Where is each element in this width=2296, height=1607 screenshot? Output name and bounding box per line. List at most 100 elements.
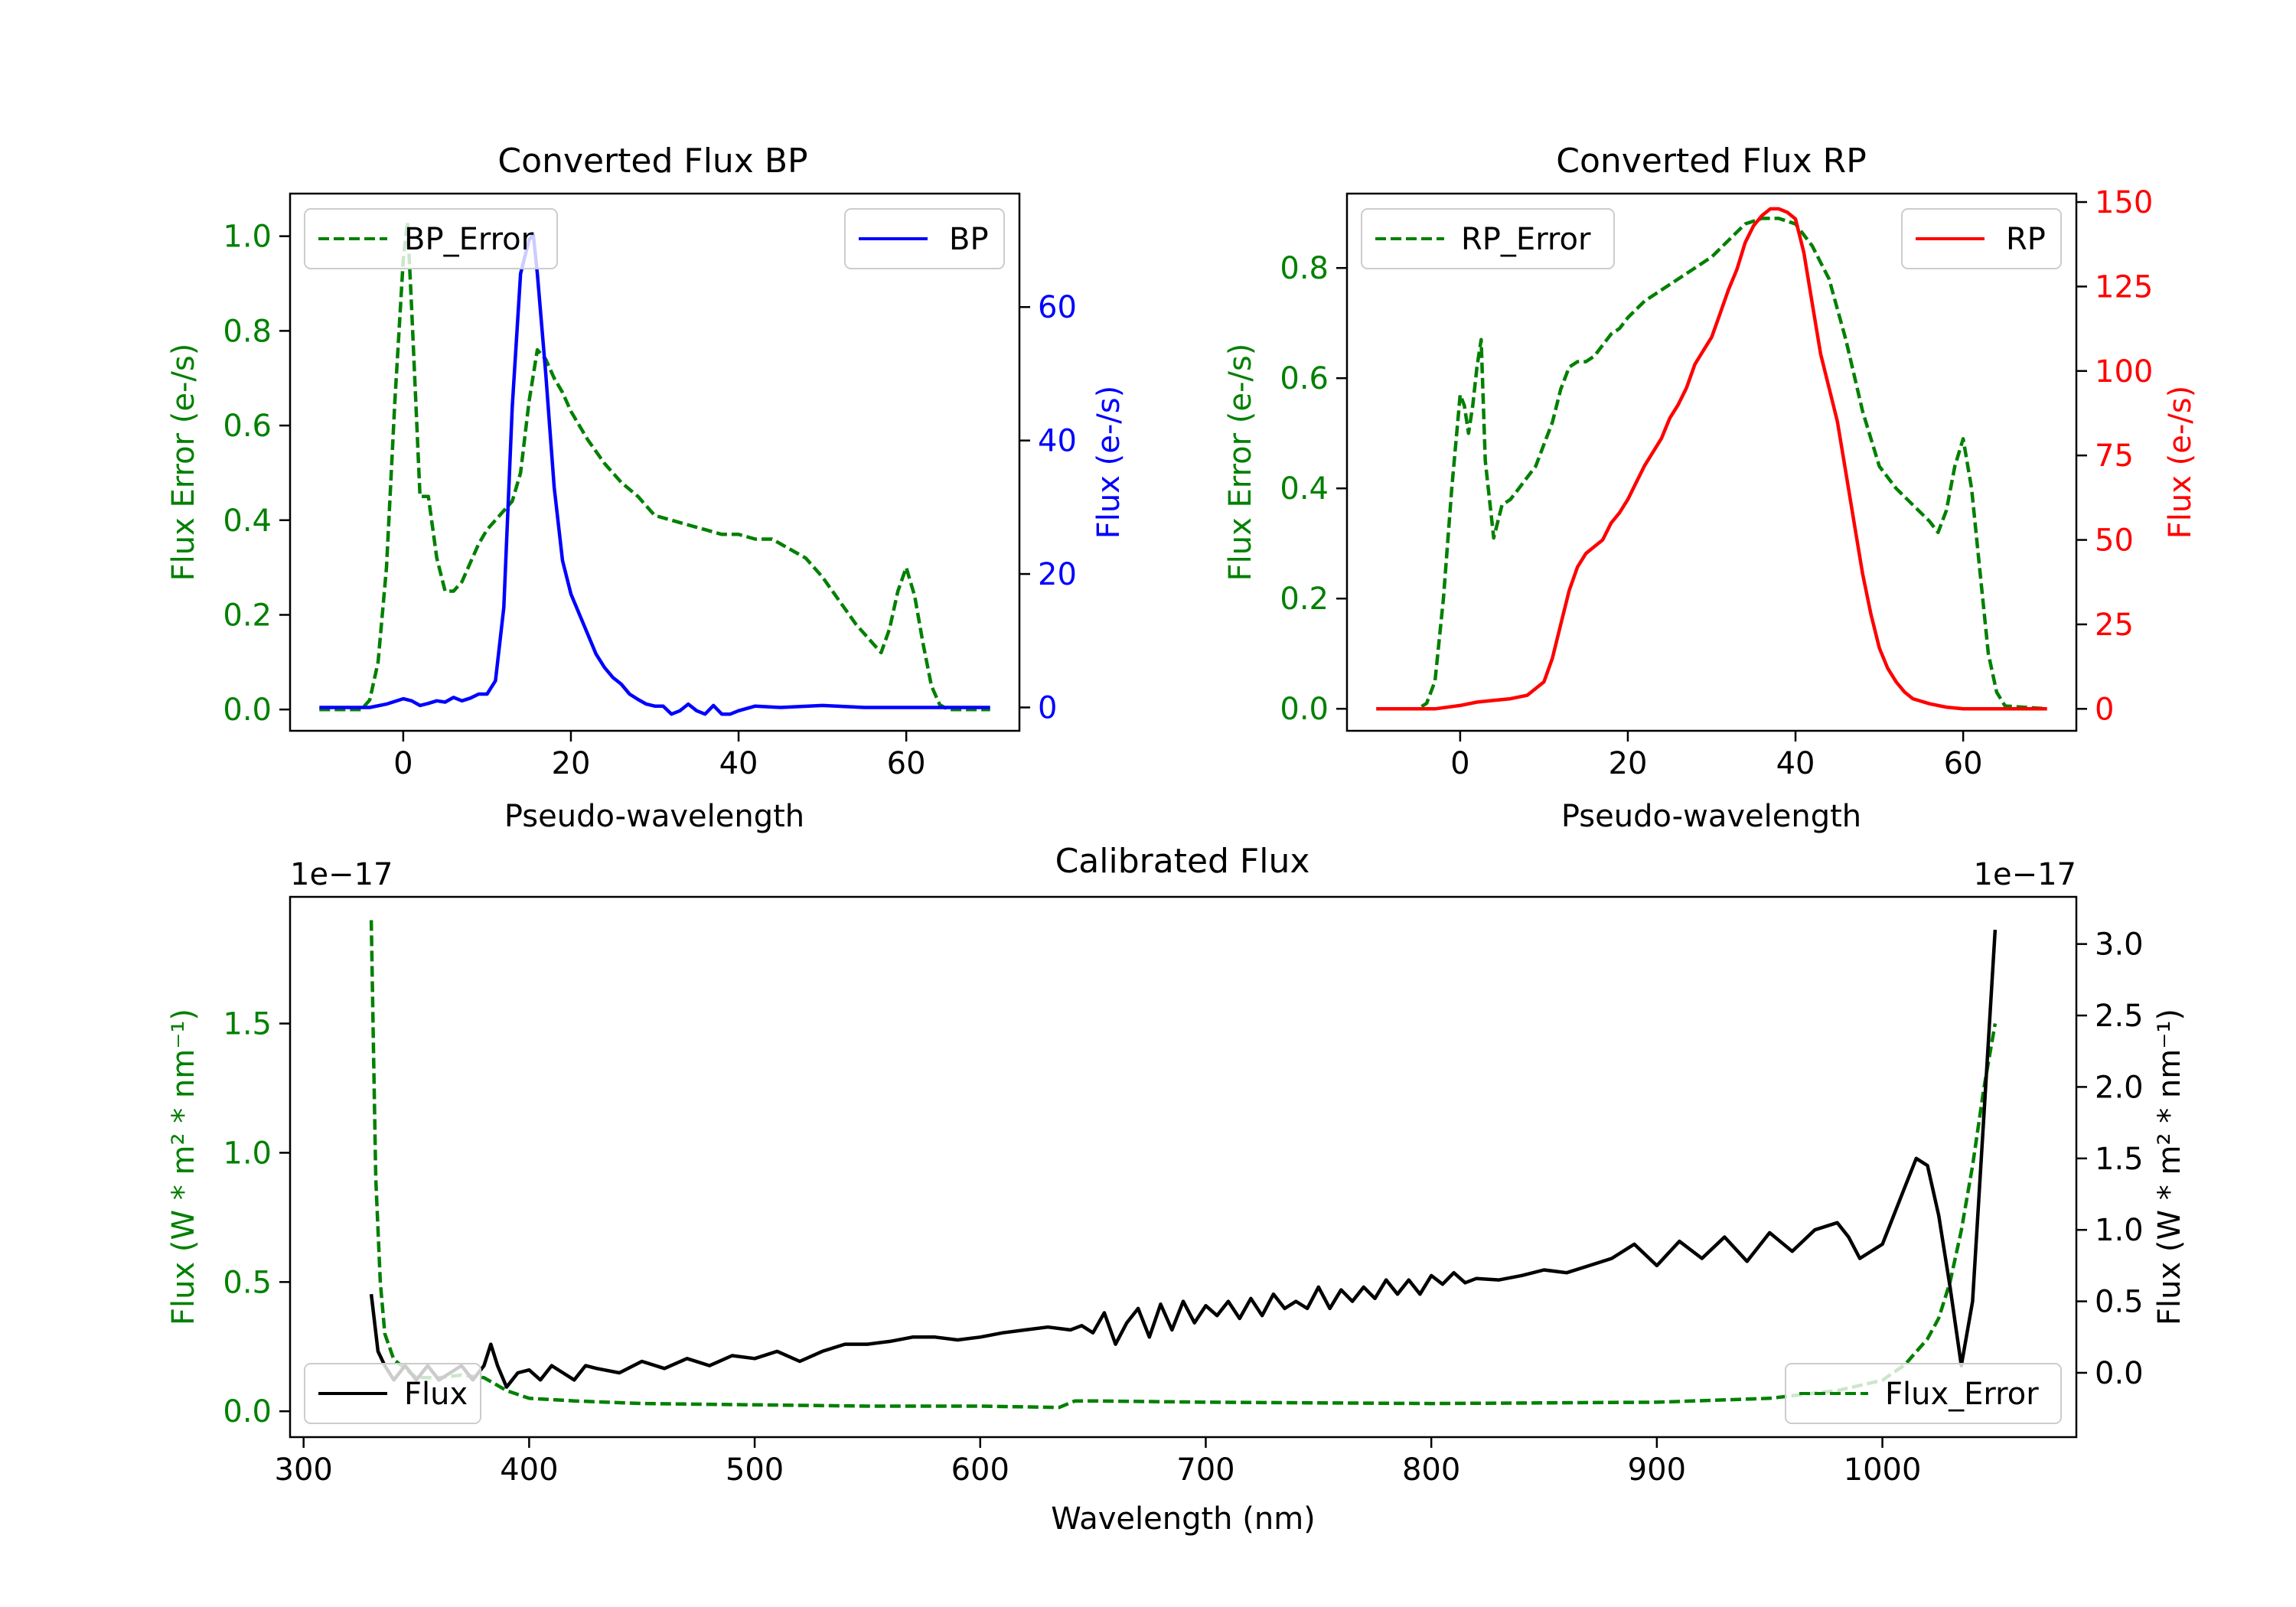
bp-y-right-tick-label: 20 xyxy=(1038,557,1077,592)
bp-y-axis-left: 0.0 0.2 0.4 0.6 0.8 1.0 xyxy=(223,220,290,728)
panel-rp: Converted Flux RP 0 20 40 60 0.00.20.40.60.… xyxy=(1223,142,2198,834)
cal-x-tick-label: 1000 xyxy=(1844,1452,1922,1488)
bp-y-right-tick-label: 40 xyxy=(1038,424,1077,459)
cal-y-right-tick-label: 1.0 xyxy=(2095,1213,2144,1248)
cal-y-axis-left: 0.0 0.5 1.0 1.5 xyxy=(223,1007,290,1429)
bp-title: Converted Flux BP xyxy=(497,142,807,181)
bp-lines xyxy=(319,220,990,716)
rp-y-left-tick-label: 0.8 xyxy=(1280,251,1329,286)
bp-legend-error-box xyxy=(304,208,558,269)
cal-y-left-tick-label: 1.0 xyxy=(223,1136,272,1171)
bp-x-tick-label: 20 xyxy=(552,746,591,781)
cal-series-flux-error xyxy=(369,920,1998,1410)
rp-legend-flux-label: RP xyxy=(2006,222,2046,257)
rp-y-right-tick-label: 50 xyxy=(2095,523,2134,559)
cal-y-right-tick-label: 1.5 xyxy=(2095,1142,2144,1177)
rp-legend-error-label: RP_Error xyxy=(1461,222,1591,257)
cal-plot-frame xyxy=(289,895,2078,1439)
cal-legend-flux: Flux xyxy=(304,1363,481,1424)
cal-y-right-tick-label: 2.5 xyxy=(2095,999,2144,1034)
cal-y-right-tick-label: 0.0 xyxy=(2095,1356,2144,1391)
bp-y-right-tick-label: 0 xyxy=(1038,690,1057,725)
cal-offset-left: 1e−17 xyxy=(290,857,393,892)
cal-legend-error-box xyxy=(1785,1363,2062,1424)
bp-y-left-tick-label: 0.2 xyxy=(223,598,272,633)
rp-y-left-tick-label: 0.4 xyxy=(1280,471,1329,507)
bp-plot-frame xyxy=(289,192,1021,732)
rp-x-tick-label: 40 xyxy=(1776,746,1815,781)
cal-y-right-tick-label: 3.0 xyxy=(2095,927,2144,963)
cal-y-left-tick-label: 0.0 xyxy=(223,1394,272,1429)
rp-plot-frame xyxy=(1345,192,2078,732)
rp-legend-flux: RP xyxy=(1901,208,2062,269)
cal-lines xyxy=(369,920,1998,1410)
cal-x-tick-label: 500 xyxy=(726,1452,784,1488)
cal-y-right-tick-label: 2.0 xyxy=(2095,1070,2144,1105)
bp-x-tick-label: 40 xyxy=(719,746,758,781)
bp-x-axis: 0 20 40 60 xyxy=(393,731,926,781)
cal-y-label-right: Flux (W * m² * nm⁻¹) xyxy=(2152,1009,2187,1325)
rp-y-right-tick-label: 150 xyxy=(2095,185,2153,220)
cal-y-left-tick-label: 1.5 xyxy=(223,1007,272,1042)
rp-y-left-tick-label: 0.0 xyxy=(1280,692,1329,727)
bp-series-bp xyxy=(319,232,990,716)
rp-legend-error-box xyxy=(1361,208,1615,269)
rp-x-axis: 0 20 40 60 xyxy=(1450,731,1983,781)
bp-y-left-tick-label: 0.6 xyxy=(223,409,272,444)
cal-x-axis: 300 400 500 600 700 800 900 1000 xyxy=(275,1437,1922,1488)
rp-y-right-tick-label: 125 xyxy=(2095,269,2153,305)
rp-y-axis-left: 0.0 0.2 0.4 0.6 0.8 xyxy=(1280,251,1347,727)
cal-y-left-tick-label: 0.5 xyxy=(223,1265,272,1300)
bp-legend-flux: BP xyxy=(844,208,1005,269)
bp-legend-error: BP_Error xyxy=(304,208,558,269)
cal-x-tick-label: 300 xyxy=(275,1452,333,1488)
rp-title: Converted Flux RP xyxy=(1556,142,1867,181)
rp-lines xyxy=(1376,207,2047,711)
cal-x-tick-label: 600 xyxy=(951,1452,1009,1488)
bp-y-left-tick-label: 1.0 xyxy=(223,220,272,255)
bp-y-label-right: Flux (e-/s) xyxy=(1091,386,1127,539)
rp-y-right-tick-label: 100 xyxy=(2095,354,2153,390)
rp-series-rp-error xyxy=(1376,217,2047,711)
cal-legend-flux-label: Flux xyxy=(404,1377,468,1412)
cal-y-axis-right: 0.0 0.5 1.0 1.5 2.0 2.5 3.0 xyxy=(2076,927,2144,1391)
cal-offset-right: 1e−17 xyxy=(1974,857,2076,892)
cal-series-flux xyxy=(369,929,1998,1389)
rp-y-right-tick-label: 25 xyxy=(2095,608,2134,643)
rp-x-tick-label: 0 xyxy=(1450,746,1469,781)
cal-x-tick-label: 800 xyxy=(1402,1452,1460,1488)
rp-series-rp xyxy=(1376,207,2047,711)
cal-y-label-left: Flux (W * m² * nm⁻¹) xyxy=(166,1009,201,1325)
bp-y-left-tick-label: 0.0 xyxy=(223,693,272,728)
cal-title: Calibrated Flux xyxy=(1055,842,1310,881)
bp-x-label: Pseudo-wavelength xyxy=(504,799,804,834)
rp-y-label-left: Flux Error (e-/s) xyxy=(1223,344,1258,582)
cal-x-tick-label: 900 xyxy=(1628,1452,1686,1488)
bp-x-tick-label: 60 xyxy=(887,746,926,781)
cal-x-tick-label: 400 xyxy=(500,1452,558,1488)
rp-x-label: Pseudo-wavelength xyxy=(1561,799,1861,834)
cal-y-right-tick-label: 0.5 xyxy=(2095,1285,2144,1320)
panel-bp: Converted Flux BP 0 20 40 60 0.00.20.40.60.… xyxy=(166,142,1127,834)
rp-y-label-right: Flux (e-/s) xyxy=(2163,386,2198,539)
cal-x-tick-label: 700 xyxy=(1176,1452,1234,1488)
bp-y-axis-right: 0 20 40 60 xyxy=(1019,290,1077,725)
bp-y-label-left: Flux Error (e-/s) xyxy=(166,344,201,582)
bp-y-left-tick-label: 0.8 xyxy=(223,314,272,349)
panel-calibrated: Calibrated Flux 1e−17 1e−17 300 400 500 600… xyxy=(166,842,2187,1537)
rp-y-right-tick-label: 75 xyxy=(2095,438,2134,474)
bp-series-bp-error xyxy=(319,220,990,712)
cal-legend-error: Flux_Error xyxy=(1785,1363,2062,1424)
rp-y-left-tick-label: 0.6 xyxy=(1280,361,1329,396)
cal-x-label: Wavelength (nm) xyxy=(1051,1501,1316,1537)
rp-x-tick-label: 60 xyxy=(1944,746,1983,781)
bp-y-left-tick-label: 0.4 xyxy=(223,504,272,539)
bp-legend-flux-label: BP xyxy=(949,222,989,257)
bp-legend-error-label: BP_Error xyxy=(404,222,534,257)
bp-y-right-tick-label: 60 xyxy=(1038,290,1077,325)
rp-y-right-tick-label: 0 xyxy=(2095,692,2114,727)
cal-legend-flux-box xyxy=(304,1363,481,1424)
cal-legend-error-label: Flux_Error xyxy=(1885,1377,2039,1412)
bp-x-tick-label: 0 xyxy=(393,746,413,781)
